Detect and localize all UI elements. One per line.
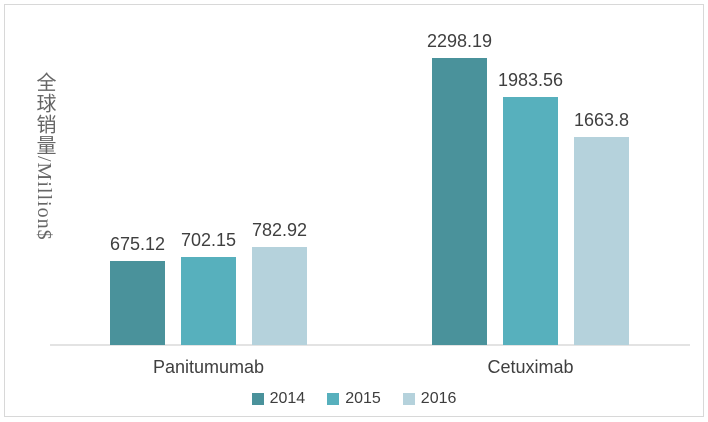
bar-2014-cetuximab <box>432 57 487 345</box>
legend-swatch-2015 <box>327 393 340 405</box>
value-label-2014-panitumumab: 675.12 <box>109 233 166 254</box>
category-label-panitumumab: Panitumumab <box>152 357 265 377</box>
legend-item-2014: 2014 <box>251 390 306 407</box>
bar-column-2014-cetuximab: 2298.19 <box>427 0 492 345</box>
bar-2016-panitumumab <box>252 247 307 345</box>
legend-swatch-2016 <box>402 393 415 405</box>
legend: 2014 2015 2016 <box>0 391 708 407</box>
bar-2016-cetuximab <box>574 137 629 345</box>
bar-column-2016-panitumumab: 782.92 <box>252 0 307 345</box>
value-label-2016-panitumumab: 782.92 <box>251 220 308 241</box>
category-label-cetuximab: Cetuximab <box>487 357 574 377</box>
bar-2015-panitumumab <box>181 257 236 345</box>
legend-swatch-2014 <box>251 393 264 405</box>
value-label-2014-cetuximab: 2298.19 <box>426 30 493 51</box>
bar-2015-cetuximab <box>503 97 558 345</box>
bar-2014-panitumumab <box>110 260 165 345</box>
x-axis-line <box>50 344 690 346</box>
legend-label-2014: 2014 <box>269 390 306 407</box>
bar-column-2014-panitumumab: 675.12 <box>110 0 165 345</box>
bar-group-cetuximab: 2298.19 1983.56 1663.8 <box>427 0 629 345</box>
y-axis-label: 全球销量/Million$ <box>33 72 55 241</box>
value-label-2015-cetuximab: 1983.56 <box>497 70 564 91</box>
legend-label-2015: 2015 <box>345 390 381 407</box>
value-label-2015-panitumumab: 702.15 <box>180 230 237 251</box>
legend-item-2016: 2016 <box>402 390 457 407</box>
legend-label-2016: 2016 <box>420 390 457 407</box>
legend-item-2015: 2015 <box>327 391 381 407</box>
bar-column-2015-cetuximab: 1983.56 <box>498 0 563 345</box>
value-label-2016-cetuximab: 1663.8 <box>573 110 630 131</box>
bar-group-panitumumab: 675.12 702.15 782.92 <box>110 0 307 345</box>
bar-column-2015-panitumumab: 702.15 <box>181 0 236 345</box>
bar-column-2016-cetuximab: 1663.8 <box>574 0 629 345</box>
